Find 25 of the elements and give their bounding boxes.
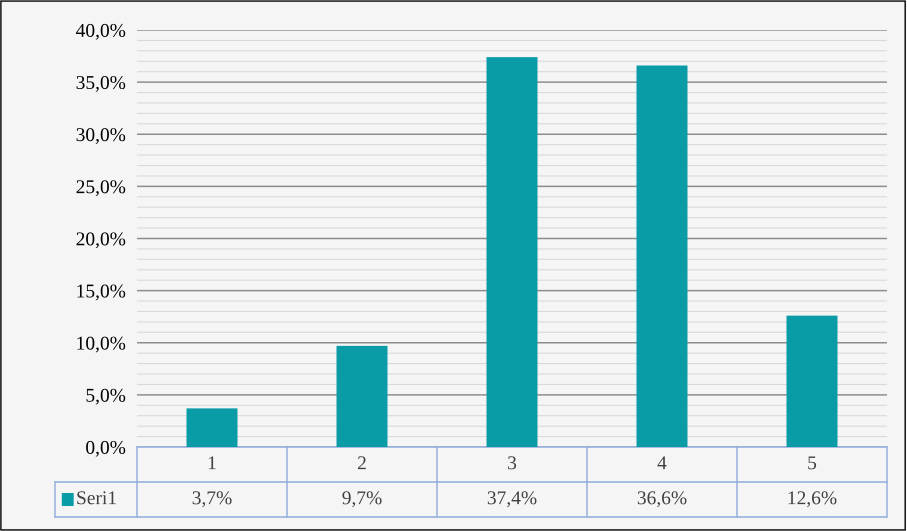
data-label: 36,6% [638, 491, 686, 508]
y-tick-label: 35,0% [76, 76, 126, 92]
y-tick-label: 0,0% [86, 440, 126, 457]
y-tick-label: 10,0% [77, 336, 126, 352]
bar [636, 65, 688, 447]
bar [336, 346, 388, 447]
data-label: 12,6% [788, 491, 836, 508]
y-tick-label: 5,0% [86, 388, 126, 405]
y-tick-label: 20,0% [76, 232, 126, 248]
bar [786, 316, 838, 447]
bar [486, 57, 538, 447]
data-label: 3,7% [192, 491, 232, 508]
data-label: 37,4% [488, 491, 536, 508]
y-tick-label: 30,0% [76, 128, 126, 144]
x-tick-label: 3 [508, 456, 516, 470]
legend-label: Seri1 [77, 491, 116, 504]
bar [186, 408, 238, 447]
y-tick-label: 15,0% [77, 284, 126, 300]
x-tick-label: 2 [358, 456, 366, 470]
x-tick-label: 5 [808, 456, 816, 470]
y-tick-label: 25,0% [76, 180, 126, 196]
x-tick-label: 4 [658, 456, 667, 470]
x-tick-label: 1 [208, 456, 216, 470]
data-label: 9,7% [342, 491, 382, 508]
y-tick-label: 40,0% [76, 24, 126, 40]
